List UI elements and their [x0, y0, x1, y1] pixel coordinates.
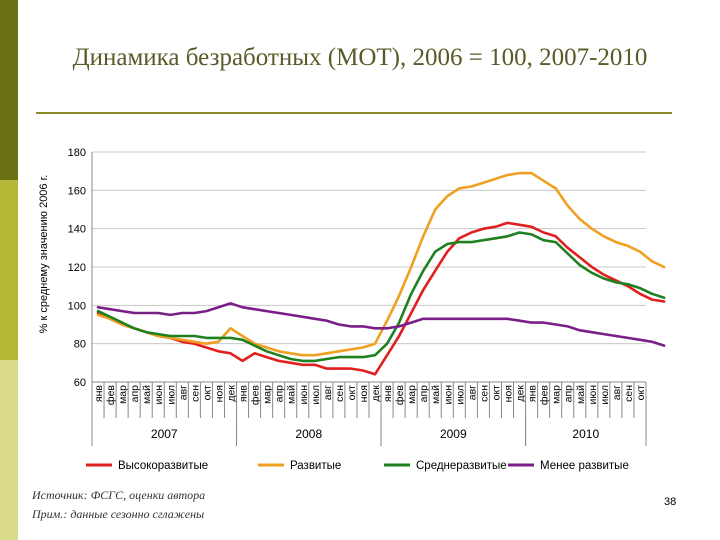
legend-label: Высокоразвитые — [118, 460, 208, 472]
sidebar-stripe-dark — [0, 0, 18, 180]
month-tick-label: янв — [238, 385, 250, 402]
legend-label: Менее развитые — [540, 460, 629, 472]
month-tick-label: июн — [153, 385, 165, 405]
source-text: Источник: ФСГС, оценки автора — [32, 488, 206, 502]
month-tick-label: фев — [539, 385, 551, 405]
y-tick-label: 120 — [68, 262, 86, 274]
month-tick-label: сен — [623, 385, 635, 402]
month-tick-label: дек — [226, 385, 238, 402]
unemployment-line-chart: 60 80 100 120 140 160 180 % к среднему значени… — [30, 132, 680, 482]
month-tick-label: июл — [310, 385, 322, 405]
month-tick-label: май — [575, 385, 587, 404]
month-tick-label: апр — [274, 385, 286, 403]
month-tick-label: май — [286, 385, 298, 404]
month-tick-label: ноя — [214, 385, 226, 402]
month-tick-label: июл — [165, 385, 177, 405]
month-tick-label: июн — [298, 385, 310, 405]
legend: Высокоразвитые Развитые Среднеразвитые Мене… — [86, 460, 629, 472]
month-tick-label: ноя — [358, 385, 370, 402]
month-tick-label: мар — [262, 385, 274, 404]
y-axis-label: % к среднему значению 2006 г. — [38, 175, 50, 334]
slide-title: Динамика безработных (МОТ), 2006 = 100, … — [72, 44, 648, 71]
series-line — [96, 171, 666, 357]
month-tick-label: сен — [478, 385, 490, 402]
month-tick-label: окт — [635, 385, 647, 401]
year-label: 2010 — [572, 427, 599, 441]
page-number: 38 — [664, 496, 677, 508]
series-line — [96, 231, 666, 363]
month-tick-label: янв — [382, 385, 394, 402]
legend-label: Среднеразвитые — [416, 460, 507, 472]
y-tick-label: 180 — [68, 147, 86, 159]
y-tick-label: 80 — [74, 339, 86, 351]
month-tick-label: окт — [491, 385, 503, 401]
series-lines — [96, 171, 666, 376]
year-label: 2009 — [440, 427, 467, 441]
month-tick-label: июн — [587, 385, 599, 405]
y-tick-label: 160 — [68, 185, 86, 197]
month-tick-label: мар — [551, 385, 563, 404]
sidebar-stripe-mid — [0, 180, 18, 360]
month-tick-label: окт — [346, 385, 358, 401]
month-tick-label: авг — [322, 385, 334, 400]
source-note: Источник: ФСГС, оценки автора Прим.: дан… — [32, 486, 205, 524]
month-tick-label: апр — [129, 385, 141, 403]
month-tick-label: фев — [105, 385, 117, 405]
month-tick-label: апр — [563, 385, 575, 403]
month-tick-label: июн — [442, 385, 454, 405]
month-tick-label: янв — [527, 385, 539, 402]
month-tick-label: май — [141, 385, 153, 404]
title-divider — [36, 112, 672, 114]
y-tick-labels: 60 80 100 120 140 160 180 — [68, 147, 86, 389]
month-tick-label: авг — [177, 385, 189, 400]
month-tick-label: авг — [611, 385, 623, 400]
month-tick-label: июл — [599, 385, 611, 405]
month-tick-label: фев — [250, 385, 262, 405]
legend-label: Развитые — [290, 460, 341, 472]
month-tick-label: ноя — [503, 385, 515, 402]
month-tick-label: мар — [117, 385, 129, 404]
month-tick-label: авг — [466, 385, 478, 400]
month-tick-label: дек — [370, 385, 382, 402]
year-label: 2007 — [151, 427, 178, 441]
month-tick-label: дек — [515, 385, 527, 402]
x-axis: янв фев мар апр май июн июл авг сен окт ноя дек янв ф… — [91, 381, 647, 446]
y-tick-label: 100 — [68, 300, 86, 312]
y-tick-label: 60 — [74, 377, 86, 389]
y-tick-label: 140 — [68, 224, 86, 236]
month-tick-label: июл — [454, 385, 466, 405]
series-line — [96, 302, 666, 347]
month-tick-label: фев — [394, 385, 406, 405]
month-tick-label: янв — [93, 385, 105, 402]
month-tick-label: сен — [334, 385, 346, 402]
month-tick-label: мар — [406, 385, 418, 404]
sidebar-stripe-light — [0, 360, 18, 540]
year-label: 2008 — [295, 427, 322, 441]
month-tick-label: апр — [418, 385, 430, 403]
month-tick-label: окт — [201, 385, 213, 401]
month-tick-label: сен — [189, 385, 201, 402]
series-line — [96, 221, 666, 376]
note-text: Прим.: данные сезонно сглажены — [32, 507, 205, 521]
month-tick-label: май — [430, 385, 442, 404]
